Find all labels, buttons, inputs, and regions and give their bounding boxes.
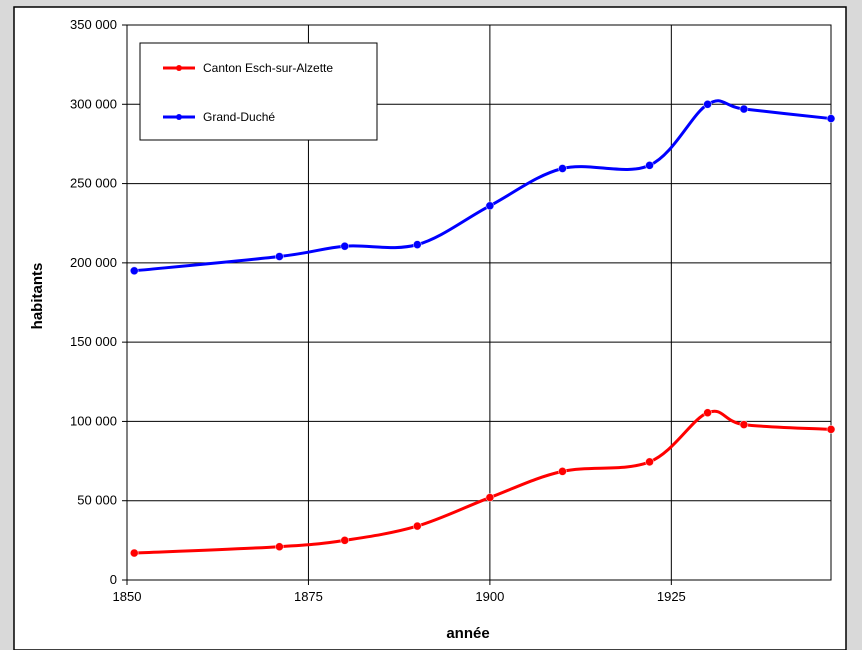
- data-point-canton: [739, 420, 749, 429]
- y-tick-label: 150 000: [70, 334, 117, 349]
- series-line-grand-duche: [134, 99, 832, 273]
- legend-marker-grand-duche: [176, 114, 182, 120]
- y-tick-label: 300 000: [70, 96, 117, 111]
- data-point-grand-duche: [645, 161, 654, 170]
- x-tick-label: 1875: [294, 589, 323, 604]
- legend-label-grand-duche: Grand-Duché: [203, 110, 275, 124]
- y-tick-label: 250 000: [70, 176, 117, 191]
- legend-box: [139, 42, 378, 141]
- series-layer: [129, 99, 836, 558]
- legend: Canton Esch-sur-Alzette Grand-Duché: [139, 42, 378, 141]
- legend-label-canton: Canton Esch-sur-Alzette: [203, 61, 333, 75]
- data-point-grand-duche: [129, 266, 139, 276]
- x-tick-label: 1925: [657, 589, 686, 604]
- data-point-grand-duche: [485, 201, 495, 211]
- data-point-canton: [645, 457, 654, 467]
- data-point-canton: [275, 542, 284, 552]
- x-tick-label: 1850: [113, 589, 142, 604]
- y-tick-label: 0: [110, 572, 117, 587]
- y-axis-ticks: 0 50 000 100 000 150 000 200 000 250 000 300 0…: [70, 17, 127, 587]
- series-line-canton: [134, 409, 832, 555]
- data-point-canton: [558, 467, 567, 476]
- data-point-grand-duche: [340, 241, 350, 251]
- plot-area-border: [126, 24, 832, 581]
- y-tick-label: 50 000: [77, 493, 117, 508]
- y-tick-label: 100 000: [70, 413, 117, 428]
- x-tick-label: 1900: [475, 589, 504, 604]
- y-axis-label: habitants: [29, 263, 46, 330]
- data-point-canton: [485, 493, 495, 502]
- data-point-canton: [703, 408, 712, 418]
- y-tick-label: 200 000: [70, 255, 117, 270]
- x-axis-label: année: [446, 625, 489, 642]
- data-point-grand-duche: [703, 99, 712, 109]
- data-point-canton: [413, 521, 422, 531]
- data-point-grand-duche: [413, 240, 422, 249]
- legend-marker-canton: [176, 65, 182, 71]
- y-tick-label: 350 000: [70, 17, 117, 32]
- data-point-grand-duche: [739, 104, 749, 114]
- x-axis-ticks: 1850 1875 1900 1925: [113, 580, 686, 604]
- data-point-grand-duche: [275, 252, 284, 261]
- data-point-grand-duche: [558, 164, 567, 173]
- data-point-canton: [340, 536, 350, 545]
- data-point-grand-duche: [826, 114, 836, 123]
- data-point-canton: [826, 425, 836, 434]
- data-point-canton: [129, 548, 139, 558]
